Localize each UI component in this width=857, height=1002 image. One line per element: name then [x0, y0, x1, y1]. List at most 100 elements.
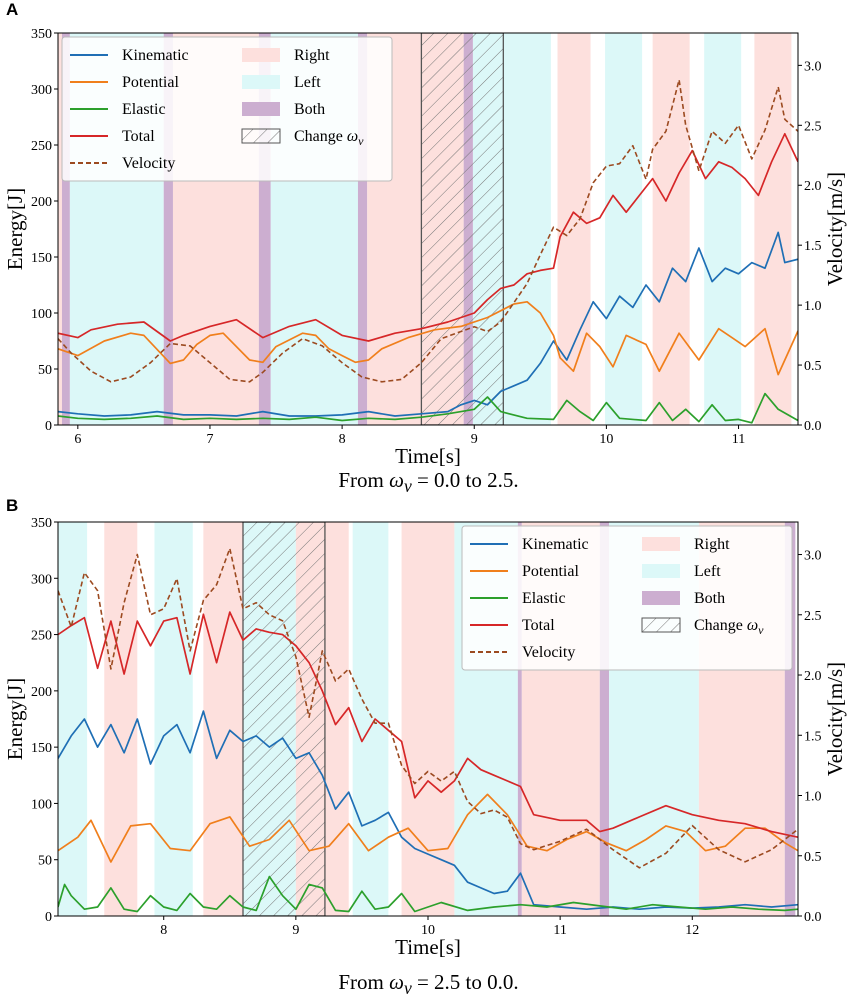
region-right — [754, 33, 792, 425]
series-kinematic — [58, 710, 798, 911]
legend-label: Elastic — [122, 101, 166, 118]
y-right-tick-label: 0.0 — [804, 910, 822, 925]
series-elastic — [58, 875, 798, 913]
series-potential — [58, 300, 798, 376]
y-tick-label: 150 — [31, 741, 52, 756]
region-right — [652, 33, 690, 425]
change-region — [242, 522, 326, 916]
y-tick-label: 0 — [45, 910, 52, 925]
x-tick-label: 12 — [685, 923, 699, 938]
y-right-tick-label: 0.0 — [804, 419, 822, 434]
x-tick-label: 11 — [732, 432, 745, 447]
legend-label: Change ωv — [294, 128, 364, 148]
region-both — [599, 522, 610, 916]
y-tick-label: 100 — [31, 307, 52, 322]
plot-frame — [57, 32, 799, 426]
panel-a: A 6 7 8 9 10 11 0 50 100 150 200 250 300 350 0.0 0.5 1.0… — [0, 0, 857, 500]
x-tick-label: 7 — [206, 432, 213, 447]
legend-patch-both — [242, 102, 280, 116]
series-elastic — [58, 392, 798, 424]
legend-patch-change — [241, 128, 281, 144]
series-kinematic — [58, 231, 798, 417]
x-tick-label: 9 — [292, 923, 299, 938]
legend-label: Both — [294, 101, 325, 118]
x-tick-label: 11 — [553, 923, 566, 938]
y-tick-label: 200 — [31, 685, 52, 700]
y-tick-label: 300 — [31, 572, 52, 587]
y-tick-label: 100 — [31, 797, 52, 812]
series-velocity — [58, 547, 798, 869]
legend: Kinematic Potential Elastic Total Velocity Ri… — [461, 525, 793, 671]
chart-a: 6 7 8 9 10 11 0 50 100 150 200 250 300 350 0.0 0.5 1.0 1.… — [3, 27, 847, 466]
x-tick-label: 8 — [160, 923, 167, 938]
legend: Kinematic Potential Elastic Total Velocity Ri… — [61, 36, 393, 182]
y-right-tick-label: 0.5 — [804, 850, 822, 865]
legend-box — [461, 525, 793, 671]
legend-patch-left — [242, 75, 280, 89]
region-left — [58, 522, 88, 916]
x-tick-label: 8 — [339, 432, 346, 447]
region-right — [104, 522, 138, 916]
y-tick-label: 350 — [31, 27, 52, 42]
legend-label: Velocity — [122, 155, 175, 172]
region-right — [557, 33, 591, 425]
region-both — [61, 33, 70, 425]
region-left — [704, 33, 742, 425]
y-right-tick-label: 3.0 — [804, 549, 822, 564]
y-tick-label: 50 — [38, 363, 52, 378]
y-right-axis-label: Velocity[m/s] — [823, 172, 847, 286]
y-right-tick-label: 1.5 — [804, 239, 822, 254]
legend-label: Kinematic — [122, 47, 189, 64]
x-tick-label: 6 — [74, 432, 81, 447]
series-potential — [58, 793, 798, 863]
y-right-tick-label: 1.0 — [804, 299, 822, 314]
legend-label: Both — [694, 590, 725, 607]
y-tick-label: 250 — [31, 139, 52, 154]
legend-label: Kinematic — [522, 536, 589, 553]
x-tick-label: 9 — [471, 432, 478, 447]
y-right-tick-label: 2.0 — [804, 179, 822, 194]
y-right-axis-label: Velocity[m/s] — [823, 662, 847, 776]
y-right-tick-label: 2.5 — [804, 119, 822, 134]
x-axis-label: Time[s] — [395, 935, 461, 959]
y-axis-label: Energy[J] — [3, 678, 27, 760]
region-both — [357, 33, 368, 425]
region-both — [163, 33, 173, 425]
region-both — [517, 522, 522, 916]
legend-label: Right — [694, 536, 730, 553]
panel-b: B 8 9 10 11 12 0 50 100 150 200 250 300 350 0.0 0.5 1.0… — [0, 496, 857, 1002]
caption-b: From ωv = 2.5 to 0.0. — [338, 970, 519, 999]
y-right-tick-label: 0.5 — [804, 359, 822, 374]
region-left — [352, 522, 389, 916]
legend-label: Potential — [122, 74, 179, 91]
legend-patch-right — [242, 48, 280, 62]
legend-label: Total — [122, 128, 155, 145]
y-tick-label: 300 — [31, 83, 52, 98]
y-right-tick-label: 2.5 — [804, 609, 822, 624]
region-right — [401, 522, 455, 916]
y-tick-label: 0 — [45, 419, 52, 434]
x-axis-label: Time[s] — [395, 444, 461, 466]
y-right-tick-label: 2.0 — [804, 669, 822, 684]
y-right-tick-label: 1.0 — [804, 790, 822, 805]
y-tick-label: 150 — [31, 251, 52, 266]
legend-box — [61, 36, 393, 182]
region-both — [258, 33, 271, 425]
legend-label: Left — [694, 563, 721, 580]
series-total — [58, 611, 798, 839]
region-both — [784, 522, 796, 916]
caption-a: From ωv = 0.0 to 2.5. — [338, 468, 519, 497]
legend-label: Potential — [522, 563, 579, 580]
region-left — [154, 522, 193, 916]
region-left — [605, 33, 643, 425]
legend-label: Right — [294, 47, 330, 64]
legend-label: Velocity — [522, 644, 575, 661]
legend-label: Change ωv — [694, 617, 764, 637]
legend-label: Left — [294, 74, 321, 91]
y-right-tick-label: 1.5 — [804, 729, 822, 744]
region-right — [58, 33, 62, 425]
region-right — [203, 522, 243, 916]
panel-label: A — [6, 0, 19, 19]
series-total — [58, 132, 798, 342]
legend-patch-right — [642, 537, 680, 551]
